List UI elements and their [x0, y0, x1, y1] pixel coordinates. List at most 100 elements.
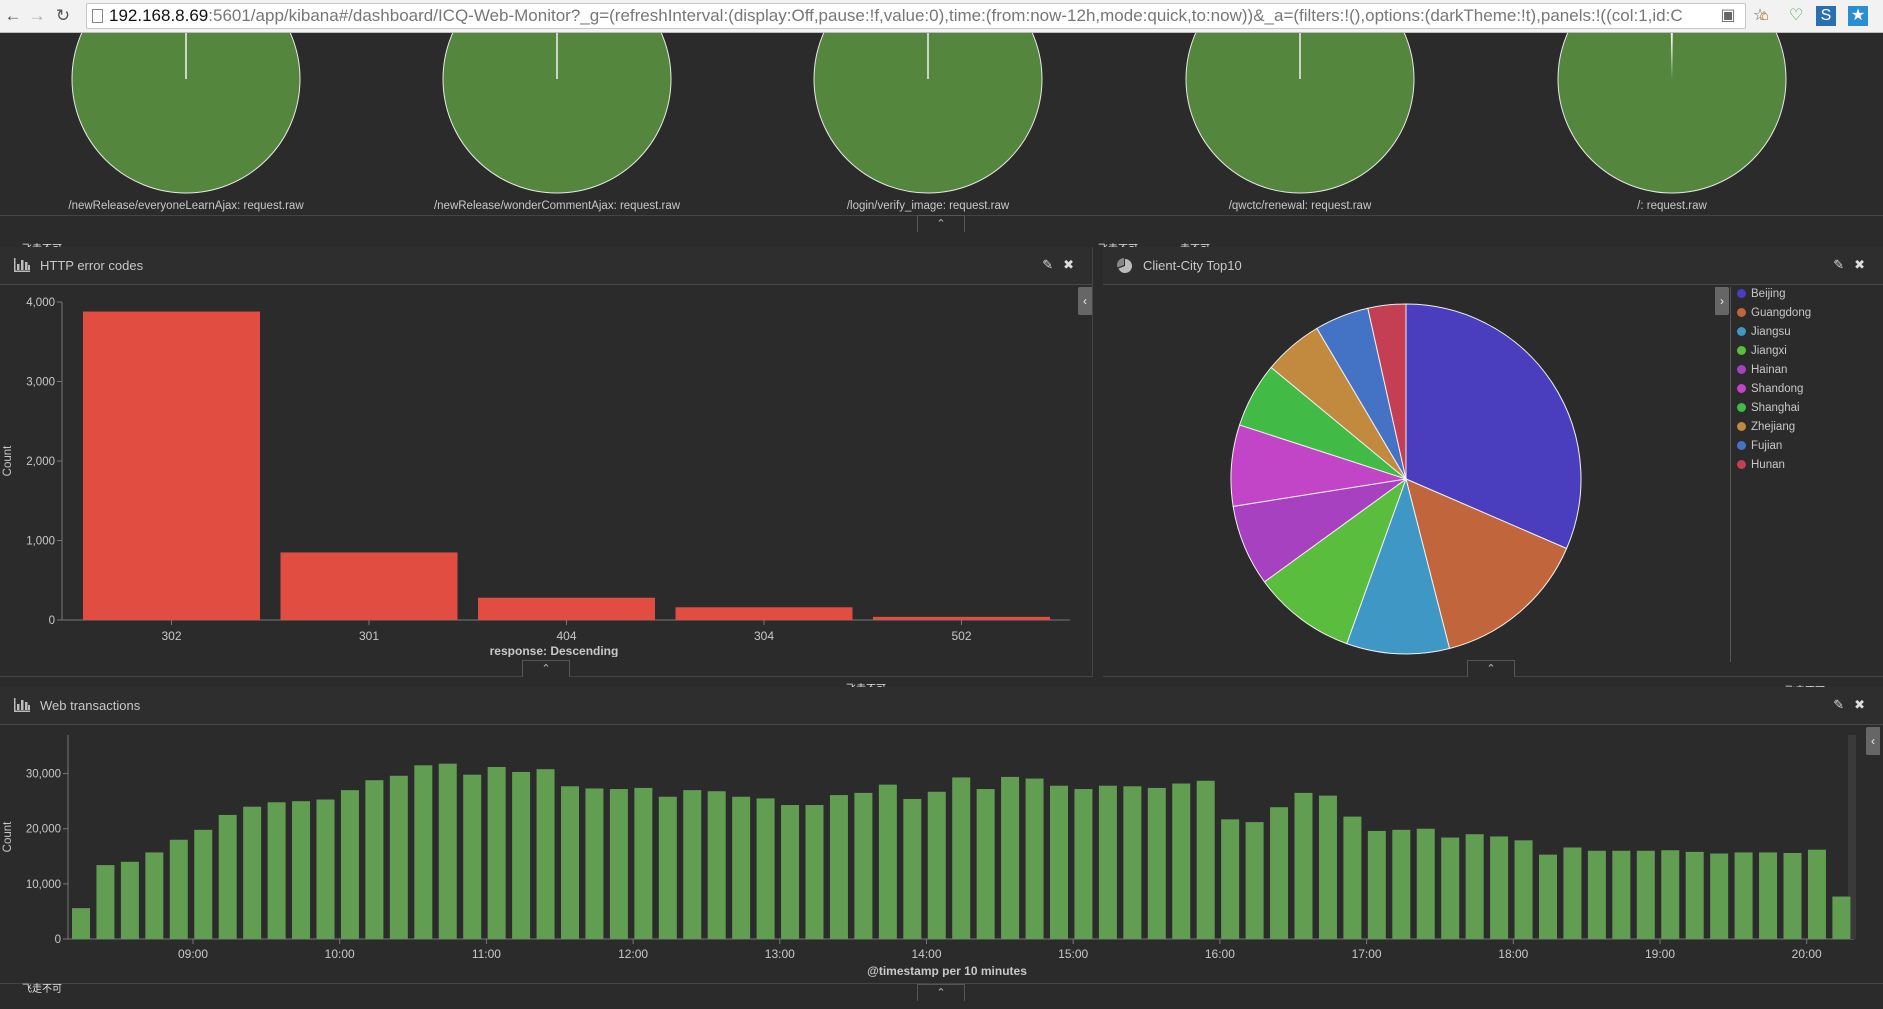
address-bar[interactable]: 192.168.8.69:5601/app/kibana#/dashboard/…: [86, 3, 1746, 29]
legend-item[interactable]: Shanghai: [1737, 402, 1800, 414]
edit-icon[interactable]: ✎: [1833, 257, 1845, 272]
pie-label: /newRelease/everyoneLearnAjax: request.r…: [68, 200, 304, 212]
legend-collapse-tab[interactable]: ›: [1715, 287, 1729, 315]
x-tick-label: 404: [556, 629, 576, 643]
star-icon[interactable]: ☆: [1752, 7, 1768, 24]
x-axis-label: @timestamp per 10 minutes: [867, 964, 1027, 977]
web-transactions-panel: Web transactions ✎ ✖ 0 10,000 20,000 30,000 C…: [0, 687, 1883, 984]
panel-actions: ✎ ✖: [1823, 697, 1865, 713]
bar: [1123, 786, 1142, 939]
panel-actions: ✎ ✖: [1032, 257, 1074, 273]
y-tick-label: 1,000: [26, 536, 55, 548]
bar: [365, 780, 384, 939]
close-icon[interactable]: ✖: [1854, 257, 1865, 272]
forward-icon[interactable]: →: [28, 6, 46, 25]
back-icon[interactable]: ←: [4, 6, 22, 25]
bar: [389, 775, 408, 939]
bar: [927, 791, 946, 939]
close-icon[interactable]: ✖: [1854, 697, 1865, 712]
bar: [1539, 854, 1557, 939]
pie-label: /newRelease/wonderCommentAjax: request.r…: [434, 200, 681, 212]
bar: [1098, 785, 1117, 939]
legend-label: Jiangxi: [1751, 345, 1787, 357]
pie-slice: [813, 0, 1043, 194]
reload-icon[interactable]: ↻: [55, 6, 71, 25]
bar-chart-icon: [14, 698, 30, 712]
pie-slice: [71, 0, 301, 194]
translate-icon[interactable]: ▣: [1720, 7, 1736, 24]
bar: [1612, 850, 1631, 939]
collapse-toggle-bottom[interactable]: ⌃: [917, 984, 965, 1001]
bar: [658, 796, 677, 939]
home-icon[interactable]: ⌂: [1759, 7, 1769, 24]
bar: [1807, 849, 1826, 939]
bar: [1392, 829, 1411, 939]
bar: [878, 784, 897, 939]
legend-color-swatch: [1737, 384, 1746, 393]
bar: [72, 908, 90, 939]
collapse-toggle[interactable]: ⌃: [522, 660, 570, 677]
page-icon: [92, 9, 103, 23]
close-icon[interactable]: ✖: [1063, 257, 1074, 272]
x-axis-label: response: Descending: [490, 644, 619, 657]
bar: [243, 806, 262, 939]
legend-item[interactable]: Hainan: [1737, 364, 1787, 376]
client-city-pie-chart: [1230, 303, 1582, 655]
y-tick-label: 3,000: [26, 377, 55, 389]
x-tick-label: 11:00: [472, 947, 501, 961]
legend-color-swatch: [1737, 346, 1746, 355]
bar: [781, 805, 800, 939]
legend-item[interactable]: Guangdong: [1737, 307, 1811, 319]
bar: [829, 795, 848, 939]
legend-item[interactable]: Zhejiang: [1737, 421, 1795, 433]
bar: [805, 805, 824, 939]
y-tick-label: 0: [55, 934, 61, 946]
bar: [1416, 828, 1435, 939]
legend-item[interactable]: Beijing: [1737, 288, 1786, 300]
bar: [1563, 847, 1582, 939]
bar: [316, 799, 335, 939]
x-tick-label: 12:00: [618, 947, 648, 961]
edit-icon[interactable]: ✎: [1833, 697, 1845, 712]
collapse-toggle-top[interactable]: ⌃: [917, 215, 965, 232]
pie-label: /qwctc/renewal: request.raw: [1229, 200, 1372, 212]
s-extension-icon[interactable]: S: [1816, 6, 1836, 26]
legend-toggle-tab[interactable]: ‹: [1078, 287, 1092, 315]
legend-item[interactable]: Fujian: [1737, 440, 1782, 452]
legend-item[interactable]: Jiangsu: [1737, 326, 1791, 338]
bar: [1441, 837, 1460, 939]
x-tick-label: 17:00: [1352, 947, 1382, 961]
bar: [609, 789, 628, 939]
panel-header: Client-City Top10 ✎ ✖: [1103, 247, 1883, 285]
bar: [1001, 776, 1020, 939]
bookmark-extension-icon[interactable]: ★: [1848, 6, 1868, 26]
shield-icon[interactable]: ♡: [1788, 7, 1804, 24]
x-tick-label: 301: [359, 629, 379, 643]
pie-slice: [1405, 303, 1582, 550]
bar: [1685, 851, 1704, 939]
legend-item[interactable]: Hunan: [1737, 459, 1785, 471]
bar: [1661, 850, 1680, 939]
x-tick-label: 09:00: [178, 947, 208, 961]
bar: [1221, 819, 1240, 939]
bar: [1759, 852, 1778, 939]
panel-actions: ✎ ✖: [1823, 257, 1865, 273]
edit-icon[interactable]: ✎: [1042, 257, 1054, 272]
bar: [1294, 792, 1313, 939]
legend-item[interactable]: Shandong: [1737, 383, 1803, 395]
legend-item[interactable]: Jiangxi: [1737, 345, 1787, 357]
url-host: 192.168.8.69: [109, 6, 209, 25]
collapse-toggle[interactable]: ⌃: [1467, 660, 1515, 677]
x-tick-label: 502: [951, 629, 971, 643]
legend-color-swatch: [1737, 365, 1746, 374]
y-tick-label: 2,000: [26, 456, 55, 468]
legend-label: Jiangsu: [1751, 326, 1791, 338]
bar: [1025, 778, 1044, 939]
bar: [732, 796, 751, 939]
legend: Beijing Guangdong Jiangsu Jiangxi Hainan Shan…: [1730, 287, 1881, 662]
x-tick-label: 16:00: [1205, 947, 1235, 961]
legend-toggle-tab[interactable]: ‹: [1866, 727, 1880, 755]
bar: [1514, 840, 1533, 939]
legend-label: Guangdong: [1751, 307, 1812, 319]
bar: [536, 769, 555, 939]
